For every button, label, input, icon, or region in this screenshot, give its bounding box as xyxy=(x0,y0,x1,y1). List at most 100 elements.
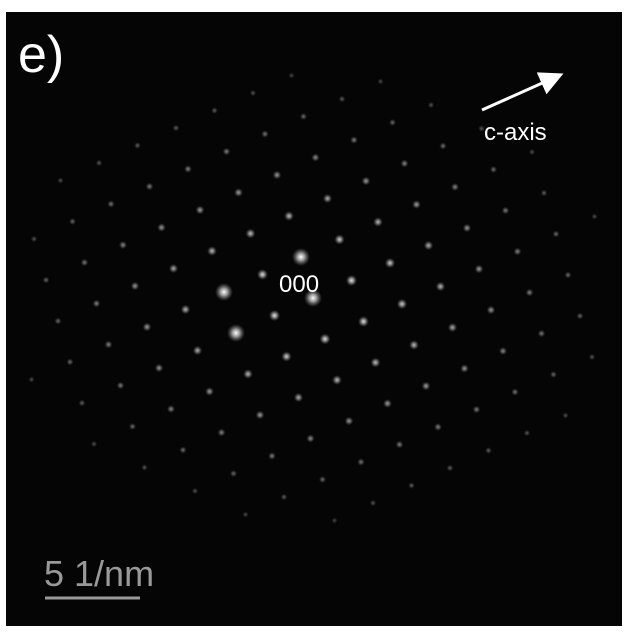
diffraction-spot xyxy=(550,371,557,378)
diffraction-spot xyxy=(460,364,469,373)
diffraction-spot xyxy=(370,500,377,507)
diffraction-spot xyxy=(117,382,125,390)
diffraction-spot xyxy=(288,72,294,78)
diffraction-spot xyxy=(179,446,186,453)
diffraction-spot xyxy=(268,452,276,460)
diffraction-spot xyxy=(552,230,559,237)
diffraction-spot xyxy=(396,441,404,449)
diffraction-spot xyxy=(28,376,34,382)
diffraction-spot xyxy=(91,441,97,447)
diffraction-spot xyxy=(350,136,358,144)
diffraction-spot xyxy=(499,347,507,355)
axis-label: c-axis xyxy=(484,119,547,146)
diffraction-spot xyxy=(79,400,86,407)
diffraction-spot xyxy=(345,417,354,426)
diffraction-spot xyxy=(242,511,248,517)
diffraction-spot xyxy=(273,171,282,180)
diffraction-spot xyxy=(422,382,431,391)
diffraction-spot xyxy=(54,317,61,324)
diffraction-spot xyxy=(66,358,73,365)
diffraction-spot xyxy=(502,207,510,215)
diffraction-spot xyxy=(157,223,166,232)
diffraction-spot xyxy=(357,458,365,466)
diffraction-spot xyxy=(490,166,497,173)
diffraction-spot xyxy=(448,323,457,332)
diffraction-spot xyxy=(319,476,326,483)
diffraction-spot xyxy=(436,282,446,292)
diffraction-spot xyxy=(129,423,136,430)
diffraction-spot xyxy=(227,324,245,342)
diffraction-spot xyxy=(306,434,314,442)
diffraction-spot xyxy=(181,305,191,315)
diffraction-spot xyxy=(358,316,369,327)
diffraction-spot xyxy=(339,96,346,103)
diffraction-spot xyxy=(243,369,253,379)
diffraction-spot xyxy=(281,494,288,501)
diffraction-spot xyxy=(475,265,484,274)
image-background xyxy=(6,12,622,626)
diffraction-spot xyxy=(346,275,357,286)
diffraction-spot xyxy=(143,323,152,332)
diffraction-spot xyxy=(473,406,481,414)
diffraction-spot xyxy=(323,194,332,203)
diffraction-spot xyxy=(377,78,383,84)
diffraction-spot xyxy=(331,517,337,523)
diffraction-spot xyxy=(541,190,548,197)
diffraction-spot xyxy=(193,346,202,355)
diffraction-spot xyxy=(389,119,396,126)
diffraction-spot xyxy=(332,375,342,385)
diffraction-spot xyxy=(207,246,217,256)
diffraction-spot xyxy=(320,334,331,345)
diffraction-spot xyxy=(526,289,534,297)
diffraction-spot xyxy=(93,300,101,308)
diffraction-spot xyxy=(173,125,180,132)
diffraction-spot xyxy=(487,306,496,315)
diffraction-spot xyxy=(362,177,371,186)
diffraction-spot xyxy=(529,149,535,155)
diffraction-spot xyxy=(538,330,546,338)
diffraction-spot xyxy=(119,241,127,249)
diffraction-spot xyxy=(564,271,571,278)
diffraction-spot xyxy=(524,430,531,437)
diffraction-spot xyxy=(169,264,178,273)
diffraction-spot xyxy=(485,447,492,454)
diffraction-spot xyxy=(408,482,415,489)
diffraction-spot xyxy=(294,393,303,402)
diffraction-spot xyxy=(69,218,76,225)
diffraction-spot xyxy=(256,411,265,420)
diffraction-image: e) c-axis 000 5 1/nm xyxy=(0,0,628,634)
diffraction-spot xyxy=(246,229,256,239)
diffraction-spot xyxy=(434,423,442,431)
diffraction-spot xyxy=(261,130,269,138)
diffraction-spot xyxy=(511,388,519,396)
diffraction-spot xyxy=(42,276,49,283)
diffraction-spot xyxy=(192,488,199,495)
diffraction-spot xyxy=(155,364,164,373)
diffraction-spot xyxy=(400,159,408,167)
diffraction-spot xyxy=(373,217,383,227)
diffraction-spot xyxy=(269,310,280,321)
diffraction-spot xyxy=(167,405,175,413)
diffraction-spot xyxy=(383,399,392,408)
diffraction-spot xyxy=(223,148,231,156)
diffraction-spot xyxy=(292,248,310,266)
diffraction-spot xyxy=(131,282,140,291)
diffraction-spot xyxy=(409,340,419,350)
diffraction-spot xyxy=(141,464,148,471)
diffraction-spot xyxy=(385,258,395,268)
diffraction-spot xyxy=(311,153,319,161)
diffraction-spot xyxy=(439,142,446,149)
diffraction-spot xyxy=(371,358,381,368)
diffraction-spot xyxy=(104,340,112,348)
diffraction-spot xyxy=(96,160,103,167)
diffraction-spot xyxy=(300,113,307,120)
scale-bar-label: 5 1/nm xyxy=(44,553,154,594)
diffraction-spot xyxy=(81,259,89,267)
diffraction-spot xyxy=(513,247,521,255)
diffraction-spot xyxy=(31,236,38,243)
diffraction-spot xyxy=(234,188,243,197)
diffraction-spot xyxy=(184,165,192,173)
diffraction-spot xyxy=(211,107,218,114)
diffraction-spot xyxy=(589,354,596,361)
diffraction-spot xyxy=(463,224,472,233)
